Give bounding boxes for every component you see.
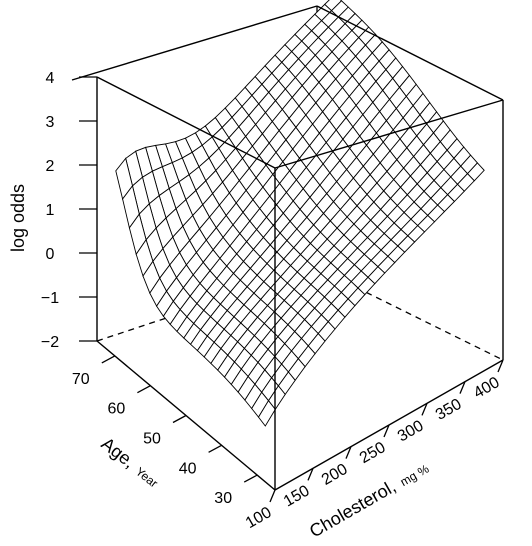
cholesterol-tick-mark: [269, 489, 276, 503]
box-edge-front-top-left: [96, 76, 276, 169]
cholesterol-tick-label: 350: [433, 396, 465, 424]
cholesterol-tick-label: 150: [281, 482, 313, 510]
age-tick-mark: [101, 355, 116, 364]
age-tick-mark: [172, 414, 187, 424]
cholesterol-tick-mark: [421, 403, 428, 416]
age-tick-label: 30: [214, 490, 232, 507]
cholesterol-tick-label: 400: [471, 374, 503, 402]
z-tick-label: 0: [46, 246, 55, 263]
age-tick-mark: [243, 474, 258, 483]
age-tick-mark: [208, 444, 222, 453]
z-axis-title: log odds: [8, 184, 28, 252]
z-axis-ticks: 4 3 2 1 0 −1 −2: [41, 70, 97, 351]
age-axis-label: Age,: [98, 433, 139, 472]
age-axis-unit: Year: [133, 464, 161, 490]
cholesterol-tick-mark: [497, 359, 504, 373]
cholesterol-tick-mark: [307, 468, 314, 481]
z-tick-label: 3: [46, 114, 55, 131]
box-edge-top-right: [316, 5, 504, 101]
age-tick-label: 60: [108, 401, 126, 418]
age-tick-label: 50: [143, 431, 161, 448]
z-tick-label: 2: [46, 158, 55, 175]
surface-mesh: [115, 0, 485, 427]
age-tick-mark: [137, 385, 151, 394]
z-tick-label: −1: [41, 290, 59, 307]
age-tick-label: 70: [72, 371, 90, 388]
cholesterol-tick-label: 200: [319, 461, 351, 489]
box-edge-top-left: [71, 5, 318, 81]
mesh-cell: [257, 399, 276, 427]
cholesterol-tick-mark: [383, 424, 390, 438]
cholesterol-tick-mark: [459, 381, 466, 394]
box-edge-front-top-right: [274, 99, 504, 169]
cholesterol-axis-unit: mg %: [398, 461, 432, 489]
age-tick-label: 40: [179, 460, 197, 477]
cholesterol-tick-label: 100: [243, 504, 275, 532]
cholesterol-axis-label: Cholesterol,: [306, 476, 399, 541]
cholesterol-tick-label: 250: [357, 439, 389, 467]
cholesterol-tick-label: 300: [395, 417, 427, 445]
z-tick-label: −2: [41, 334, 59, 351]
z-tick-label: 1: [46, 202, 55, 219]
z-tick-label: 4: [46, 70, 55, 87]
cholesterol-tick-mark: [345, 446, 352, 459]
age-axis-ticks: 30 40 50 60 70: [72, 355, 258, 507]
